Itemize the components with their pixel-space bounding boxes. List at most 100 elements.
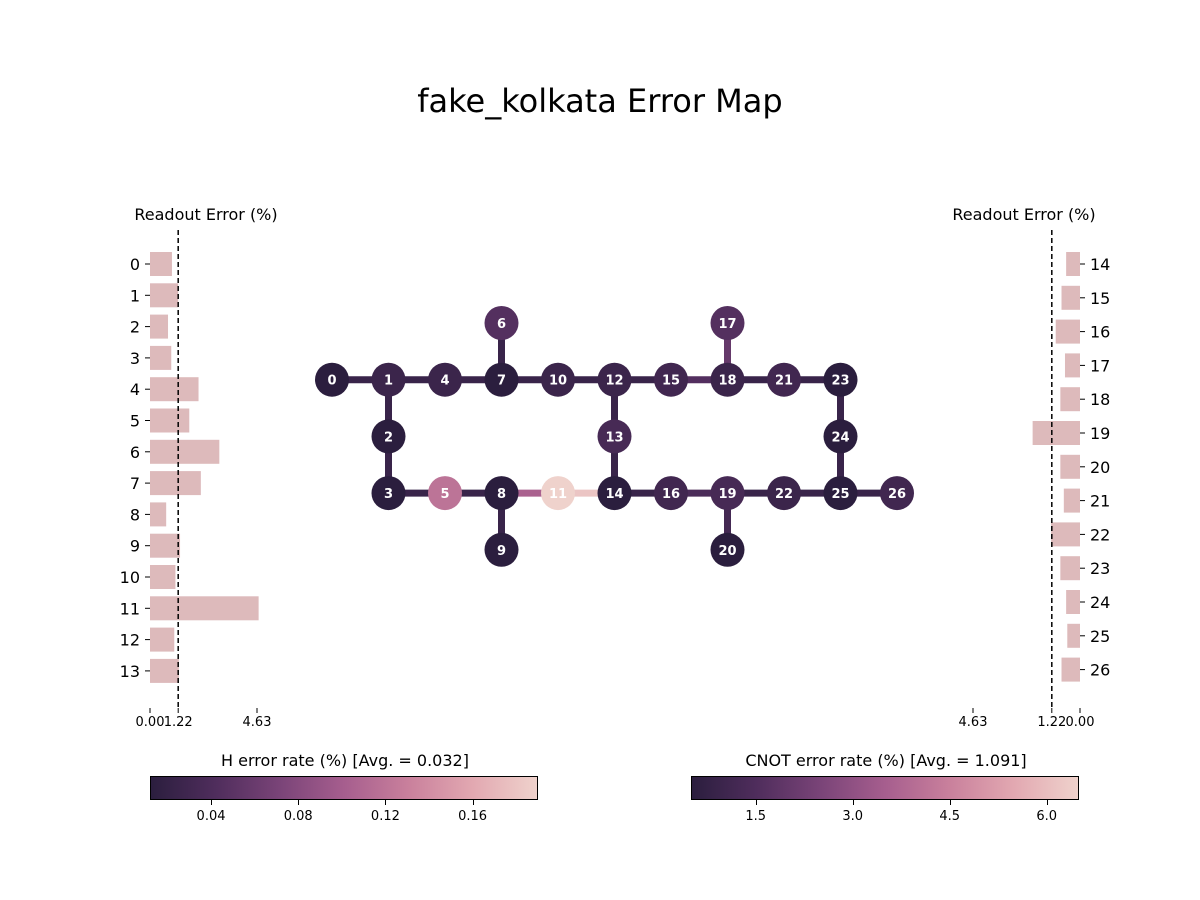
h-colorbar-tick-3 (472, 800, 474, 805)
qubit-label-17: 17 (718, 317, 736, 332)
readout-label-6: 6 (130, 443, 140, 462)
cnot-colorbar-title: CNOT error rate (%) [Avg. = 1.091] (745, 751, 1027, 770)
qubit-node-3 (371, 476, 406, 511)
readout-label-20: 20 (1090, 458, 1110, 477)
qubit-node-5 (428, 476, 462, 511)
qubit-label-24: 24 (831, 430, 849, 445)
qubit-label-7: 7 (497, 374, 506, 389)
qubit-node-24 (823, 419, 858, 454)
qubit-label-2: 2 (384, 430, 393, 445)
qubit-label-1: 1 (384, 374, 393, 389)
readout-xtick-label-left-1: 1.22 (164, 715, 193, 730)
readout-label-12: 12 (120, 631, 140, 650)
readout-label-23: 23 (1090, 559, 1110, 578)
cnot-colorbar-tick-3 (1046, 800, 1048, 805)
qubit-node-22 (767, 476, 801, 511)
readout-bar-6 (150, 439, 220, 464)
qubit-label-6: 6 (497, 317, 506, 332)
qubit-node-16 (654, 476, 688, 511)
qubit-node-26 (880, 476, 914, 511)
qubit-node-25 (823, 476, 858, 511)
readout-label-15: 15 (1090, 289, 1110, 308)
h-colorbar-tick-label-1: 0.08 (283, 809, 313, 824)
qubit-node-6 (484, 306, 519, 340)
readout-bar-0 (150, 252, 172, 276)
readout-bar-21 (1063, 488, 1080, 513)
h-colorbar-tick-label-2: 0.12 (370, 809, 400, 824)
readout-bar-22 (1051, 522, 1080, 547)
readout-label-13: 13 (120, 662, 140, 681)
qubit-label-20: 20 (718, 544, 736, 559)
h-colorbar-tick-label-3: 0.16 (458, 809, 488, 824)
cnot-colorbar-tick-2 (949, 800, 951, 805)
readout-label-16: 16 (1090, 323, 1110, 342)
h-colorbar-tick-label-0: 0.04 (196, 809, 226, 824)
readout-label-25: 25 (1090, 627, 1110, 646)
readout-xtick-label-right-0: 4.63 (959, 715, 988, 730)
readout-bar-1 (150, 283, 179, 308)
qubit-label-25: 25 (831, 487, 849, 502)
qubit-node-9 (484, 532, 519, 567)
cnot-colorbar-tick-label-0: 1.5 (745, 809, 766, 824)
readout-label-1: 1 (130, 286, 140, 305)
qubit-label-13: 13 (605, 430, 623, 445)
qubit-label-8: 8 (497, 487, 506, 502)
qubit-label-9: 9 (497, 544, 506, 559)
readout-label-10: 10 (120, 568, 140, 587)
qubit-label-0: 0 (327, 374, 336, 389)
qubit-label-22: 22 (775, 487, 793, 502)
h-colorbar-tick-1 (298, 800, 300, 805)
readout-bar-24 (1066, 590, 1080, 614)
qubit-node-8 (484, 476, 519, 511)
cnot-colorbar-tick-label-3: 6.0 (1036, 809, 1057, 824)
readout-right-title: Readout Error (%) (952, 205, 1096, 224)
readout-bar-14 (1066, 252, 1080, 276)
readout-label-17: 17 (1090, 356, 1110, 375)
readout-label-14: 14 (1090, 255, 1110, 274)
qubit-label-21: 21 (775, 374, 793, 389)
readout-bar-15 (1061, 285, 1080, 310)
qubit-label-23: 23 (831, 374, 849, 389)
readout-label-5: 5 (130, 412, 140, 431)
readout-label-7: 7 (130, 474, 140, 493)
readout-label-2: 2 (130, 318, 140, 337)
readout-xtick-label-right-1: 1.22 (1037, 715, 1066, 730)
qubit-node-7 (484, 362, 519, 397)
qubit-node-15 (654, 362, 688, 397)
readout-bar-3 (150, 345, 172, 370)
readout-label-0: 0 (130, 255, 140, 274)
qubit-node-18 (710, 362, 745, 397)
qubit-node-23 (823, 362, 858, 397)
readout-bar-13 (150, 658, 179, 683)
readout-bar-2 (150, 314, 169, 339)
readout-bar-25 (1067, 623, 1080, 648)
h-colorbar-tick-2 (385, 800, 387, 805)
qubit-label-26: 26 (888, 487, 906, 502)
readout-xtick-label-left-2: 4.63 (243, 715, 272, 730)
readout-bar-20 (1060, 454, 1080, 479)
page-title: fake_kolkata Error Map (417, 82, 783, 120)
qubit-label-18: 18 (718, 374, 736, 389)
qubit-label-19: 19 (718, 487, 736, 502)
readout-bar-11 (150, 596, 259, 621)
cnot-colorbar-tick-label-2: 4.5 (939, 809, 960, 824)
qubit-node-17 (710, 306, 745, 340)
qubit-label-3: 3 (384, 487, 393, 502)
readout-bar-12 (150, 627, 175, 652)
h-colorbar-tick-0 (211, 800, 213, 805)
readout-bar-26 (1061, 657, 1080, 682)
readout-label-18: 18 (1090, 390, 1110, 409)
readout-xtick-label-right-2: 0.00 (1066, 715, 1095, 730)
readout-bar-5 (150, 408, 190, 433)
qubit-node-0 (315, 362, 349, 397)
readout-label-22: 22 (1090, 525, 1110, 544)
qubit-node-12 (597, 362, 632, 397)
qubit-label-10: 10 (549, 374, 567, 389)
readout-label-24: 24 (1090, 593, 1110, 612)
cnot-colorbar (691, 776, 1079, 800)
qubit-label-15: 15 (662, 374, 680, 389)
qubit-node-14 (597, 476, 632, 511)
readout-label-3: 3 (130, 349, 140, 368)
readout-bar-19 (1032, 421, 1080, 445)
cnot-colorbar-tick-1 (852, 800, 854, 805)
